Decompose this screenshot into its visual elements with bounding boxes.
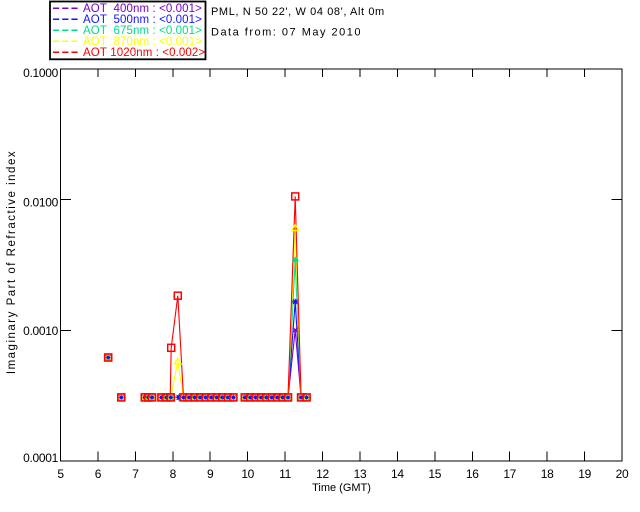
svg-text:14: 14 — [391, 467, 404, 481]
svg-text:12: 12 — [316, 467, 329, 481]
svg-text:9: 9 — [207, 467, 214, 481]
svg-text:PML, N 50 22', W 04 08', Alt 0: PML, N 50 22', W 04 08', Alt 0m — [211, 6, 385, 18]
svg-text:15: 15 — [428, 467, 441, 481]
svg-text:19: 19 — [578, 467, 591, 481]
svg-text:Time (GMT): Time (GMT) — [312, 482, 371, 494]
svg-text:Imaginary Part of Refractive i: Imaginary Part of Refractive index — [6, 150, 18, 374]
svg-text:8: 8 — [170, 467, 177, 481]
svg-text:18: 18 — [541, 467, 554, 481]
svg-text:0.0001: 0.0001 — [23, 451, 59, 465]
svg-text:11: 11 — [279, 467, 291, 481]
svg-text:6: 6 — [95, 467, 102, 481]
svg-text:0.0010: 0.0010 — [23, 324, 59, 338]
svg-text:AOT 400nm : <0.001>: AOT 400nm : <0.001> — [83, 3, 202, 15]
svg-text:AOT 870nm : <0.001>: AOT 870nm : <0.001> — [83, 36, 202, 48]
svg-text:10: 10 — [241, 467, 254, 481]
svg-text:0.0100: 0.0100 — [23, 196, 59, 210]
svg-text:5: 5 — [57, 467, 64, 481]
svg-text:20: 20 — [616, 467, 629, 481]
svg-text:16: 16 — [466, 467, 479, 481]
svg-text:AOT 1020nm : <0.002>: AOT 1020nm : <0.002> — [83, 47, 205, 59]
svg-text:Data from: 07 May 2010: Data from: 07 May 2010 — [211, 27, 362, 39]
svg-text:7: 7 — [132, 467, 139, 481]
svg-text:13: 13 — [354, 467, 367, 481]
svg-text:17: 17 — [503, 467, 516, 481]
svg-text:AOT 675nm : <0.001>: AOT 675nm : <0.001> — [83, 25, 202, 37]
svg-text:AOT 500nm : <0.001>: AOT 500nm : <0.001> — [83, 14, 202, 26]
svg-text:0.1000: 0.1000 — [23, 66, 59, 80]
